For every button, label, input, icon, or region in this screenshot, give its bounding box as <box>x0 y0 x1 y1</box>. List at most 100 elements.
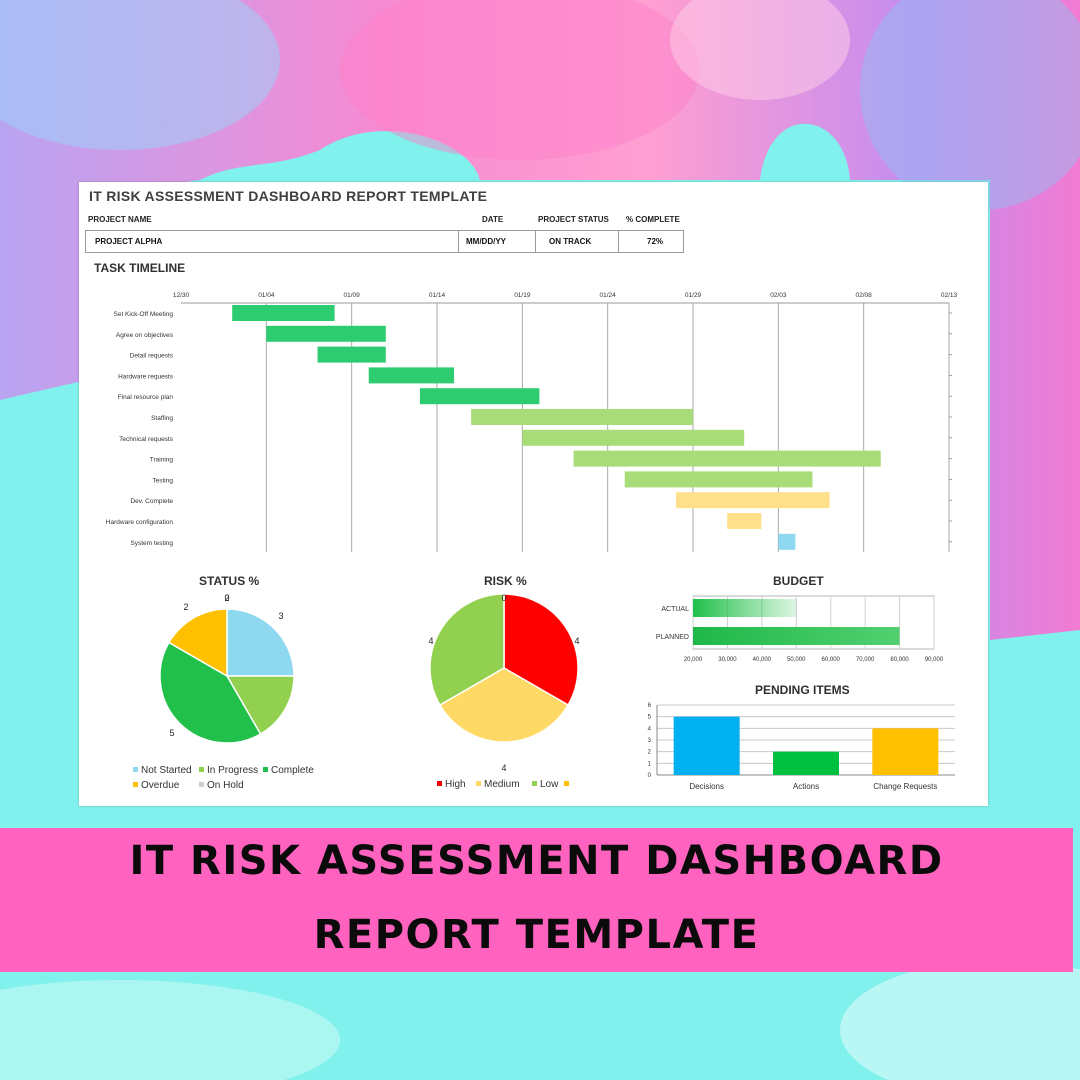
pending-category-label: Decisions <box>689 782 724 791</box>
budget-category-label: ACTUAL <box>661 606 689 613</box>
pending-items-chart: 0 1 2 3 4 5 6 Decisions Actions Change Requests <box>648 703 955 791</box>
budget-tick-label: 90,000 <box>925 657 944 663</box>
timeline-tick-label: 01/14 <box>429 292 446 299</box>
pending-bar <box>673 716 740 775</box>
pending-bar <box>872 728 939 775</box>
pie-slice <box>159 641 262 744</box>
project-status-value: ON TRACK <box>549 237 592 246</box>
task-label: Hardware configuration <box>106 519 174 526</box>
pie-data-label: 4 <box>501 763 506 773</box>
task-bar <box>675 492 830 509</box>
task-bar <box>471 409 693 425</box>
legend-label: Medium <box>484 779 520 790</box>
task-bar <box>624 471 813 488</box>
legend-swatch <box>263 767 268 772</box>
pending-tick-label: 1 <box>648 761 652 767</box>
risk-chart-title: RISK % <box>484 574 527 588</box>
task-bar <box>266 325 386 342</box>
timeline-tick-label: 02/08 <box>856 292 873 299</box>
budget-category-label: PLANNED <box>656 634 689 641</box>
budget-tick-label: 40,000 <box>753 657 772 663</box>
divider <box>458 231 459 252</box>
date-value: MM/DD/YY <box>466 237 506 246</box>
date-label: DATE <box>482 215 504 224</box>
pie-data-label: 5 <box>169 728 174 738</box>
budget-tick-label: 60,000 <box>822 657 841 663</box>
legend-swatch <box>564 781 569 786</box>
task-bar <box>232 305 335 321</box>
legend-swatch <box>532 781 537 786</box>
budget-bar-chart: 20,000 30,000 40,000 50,000 60,000 70,000 80,0… <box>656 595 944 663</box>
timeline-tick-label: 01/09 <box>344 292 361 299</box>
banner-title-line-2: REPORT TEMPLATE <box>313 912 760 958</box>
budget-tick-label: 70,000 <box>856 657 875 663</box>
timeline-tick-label: 01/29 <box>685 292 702 299</box>
project-name-label: PROJECT NAME <box>88 215 152 224</box>
task-label: System testing <box>130 540 173 547</box>
pie-data-label: 0 <box>224 593 229 603</box>
pending-bar <box>773 751 839 775</box>
task-label: Staffing <box>151 415 173 422</box>
complete-value: 72% <box>647 237 664 246</box>
task-label: Detail requests <box>130 353 174 360</box>
legend-label: In Progress <box>207 765 258 776</box>
task-label: Technical requests <box>119 436 174 443</box>
budget-tick-label: 80,000 <box>890 657 909 663</box>
timeline-tick-label: 01/19 <box>514 292 531 299</box>
pending-tick-label: 0 <box>648 773 652 779</box>
timeline-tick-label: 12/30 <box>173 292 190 299</box>
task-bar <box>573 450 881 467</box>
task-bar <box>522 429 745 446</box>
project-name-value: PROJECT ALPHA <box>95 237 163 246</box>
budget-tick-label: 20,000 <box>684 657 703 663</box>
pending-tick-label: 6 <box>648 703 652 709</box>
task-bar <box>778 533 796 550</box>
budget-bar <box>693 599 797 617</box>
budget-bar <box>693 627 900 645</box>
timeline-tick-label: 01/24 <box>600 292 617 299</box>
pie-slice <box>429 593 505 707</box>
task-label: Final resource plan <box>118 394 174 401</box>
legend-label: Complete <box>271 765 314 776</box>
title-banner: IT RISK ASSESSMENT DASHBOARD REPORT TEMP… <box>0 828 1073 972</box>
task-timeline-title: TASK TIMELINE <box>94 261 186 275</box>
legend-label: Overdue <box>141 780 180 791</box>
status-chart-title: STATUS % <box>199 574 260 588</box>
pie-data-label: 0 <box>501 593 506 603</box>
project-info-row: PROJECT ALPHA MM/DD/YY ON TRACK 72% <box>85 230 684 253</box>
pending-tick-label: 3 <box>648 738 652 744</box>
task-label: Training <box>150 457 174 464</box>
task-label: Testing <box>152 477 173 484</box>
pending-category-label: Actions <box>793 782 819 791</box>
pie-data-label: 4 <box>428 636 433 646</box>
legend-label: On Hold <box>207 780 244 791</box>
pie-data-label: 2 <box>183 602 188 612</box>
task-bar <box>317 346 386 363</box>
pending-chart-title: PENDING ITEMS <box>755 683 850 697</box>
timeline-tick-label: 01/04 <box>258 292 275 299</box>
document-title: IT RISK ASSESSMENT DASHBOARD REPORT TEMP… <box>89 188 488 204</box>
legend-swatch <box>437 781 442 786</box>
task-label: Agree on objectives <box>116 332 174 339</box>
task-label: Hardware requests <box>118 373 174 380</box>
legend-swatch <box>199 782 204 787</box>
pending-category-label: Change Requests <box>873 782 937 791</box>
pending-tick-label: 5 <box>648 715 652 721</box>
legend-swatch <box>199 767 204 772</box>
task-bar <box>368 367 455 384</box>
legend-label: Not Started <box>141 765 192 776</box>
budget-chart-title: BUDGET <box>773 574 824 588</box>
divider <box>535 231 536 252</box>
task-timeline-chart: 12/30 01/04 01/09 01/14 01/19 01/24 01/29 02/03… <box>106 292 958 552</box>
pie-data-label: 3 <box>278 611 283 621</box>
banner-title-line-1: IT RISK ASSESSMENT DASHBOARD <box>129 838 944 884</box>
budget-tick-label: 30,000 <box>718 657 737 663</box>
pie-data-label: 2 <box>224 593 229 603</box>
dashboard-sheet: IT RISK ASSESSMENT DASHBOARD REPORT TEMP… <box>79 182 988 806</box>
timeline-tick-label: 02/13 <box>941 292 958 299</box>
legend-label: Low <box>540 779 559 790</box>
pending-tick-label: 2 <box>648 750 652 756</box>
legend-swatch <box>133 782 138 787</box>
legend-swatch <box>133 767 138 772</box>
